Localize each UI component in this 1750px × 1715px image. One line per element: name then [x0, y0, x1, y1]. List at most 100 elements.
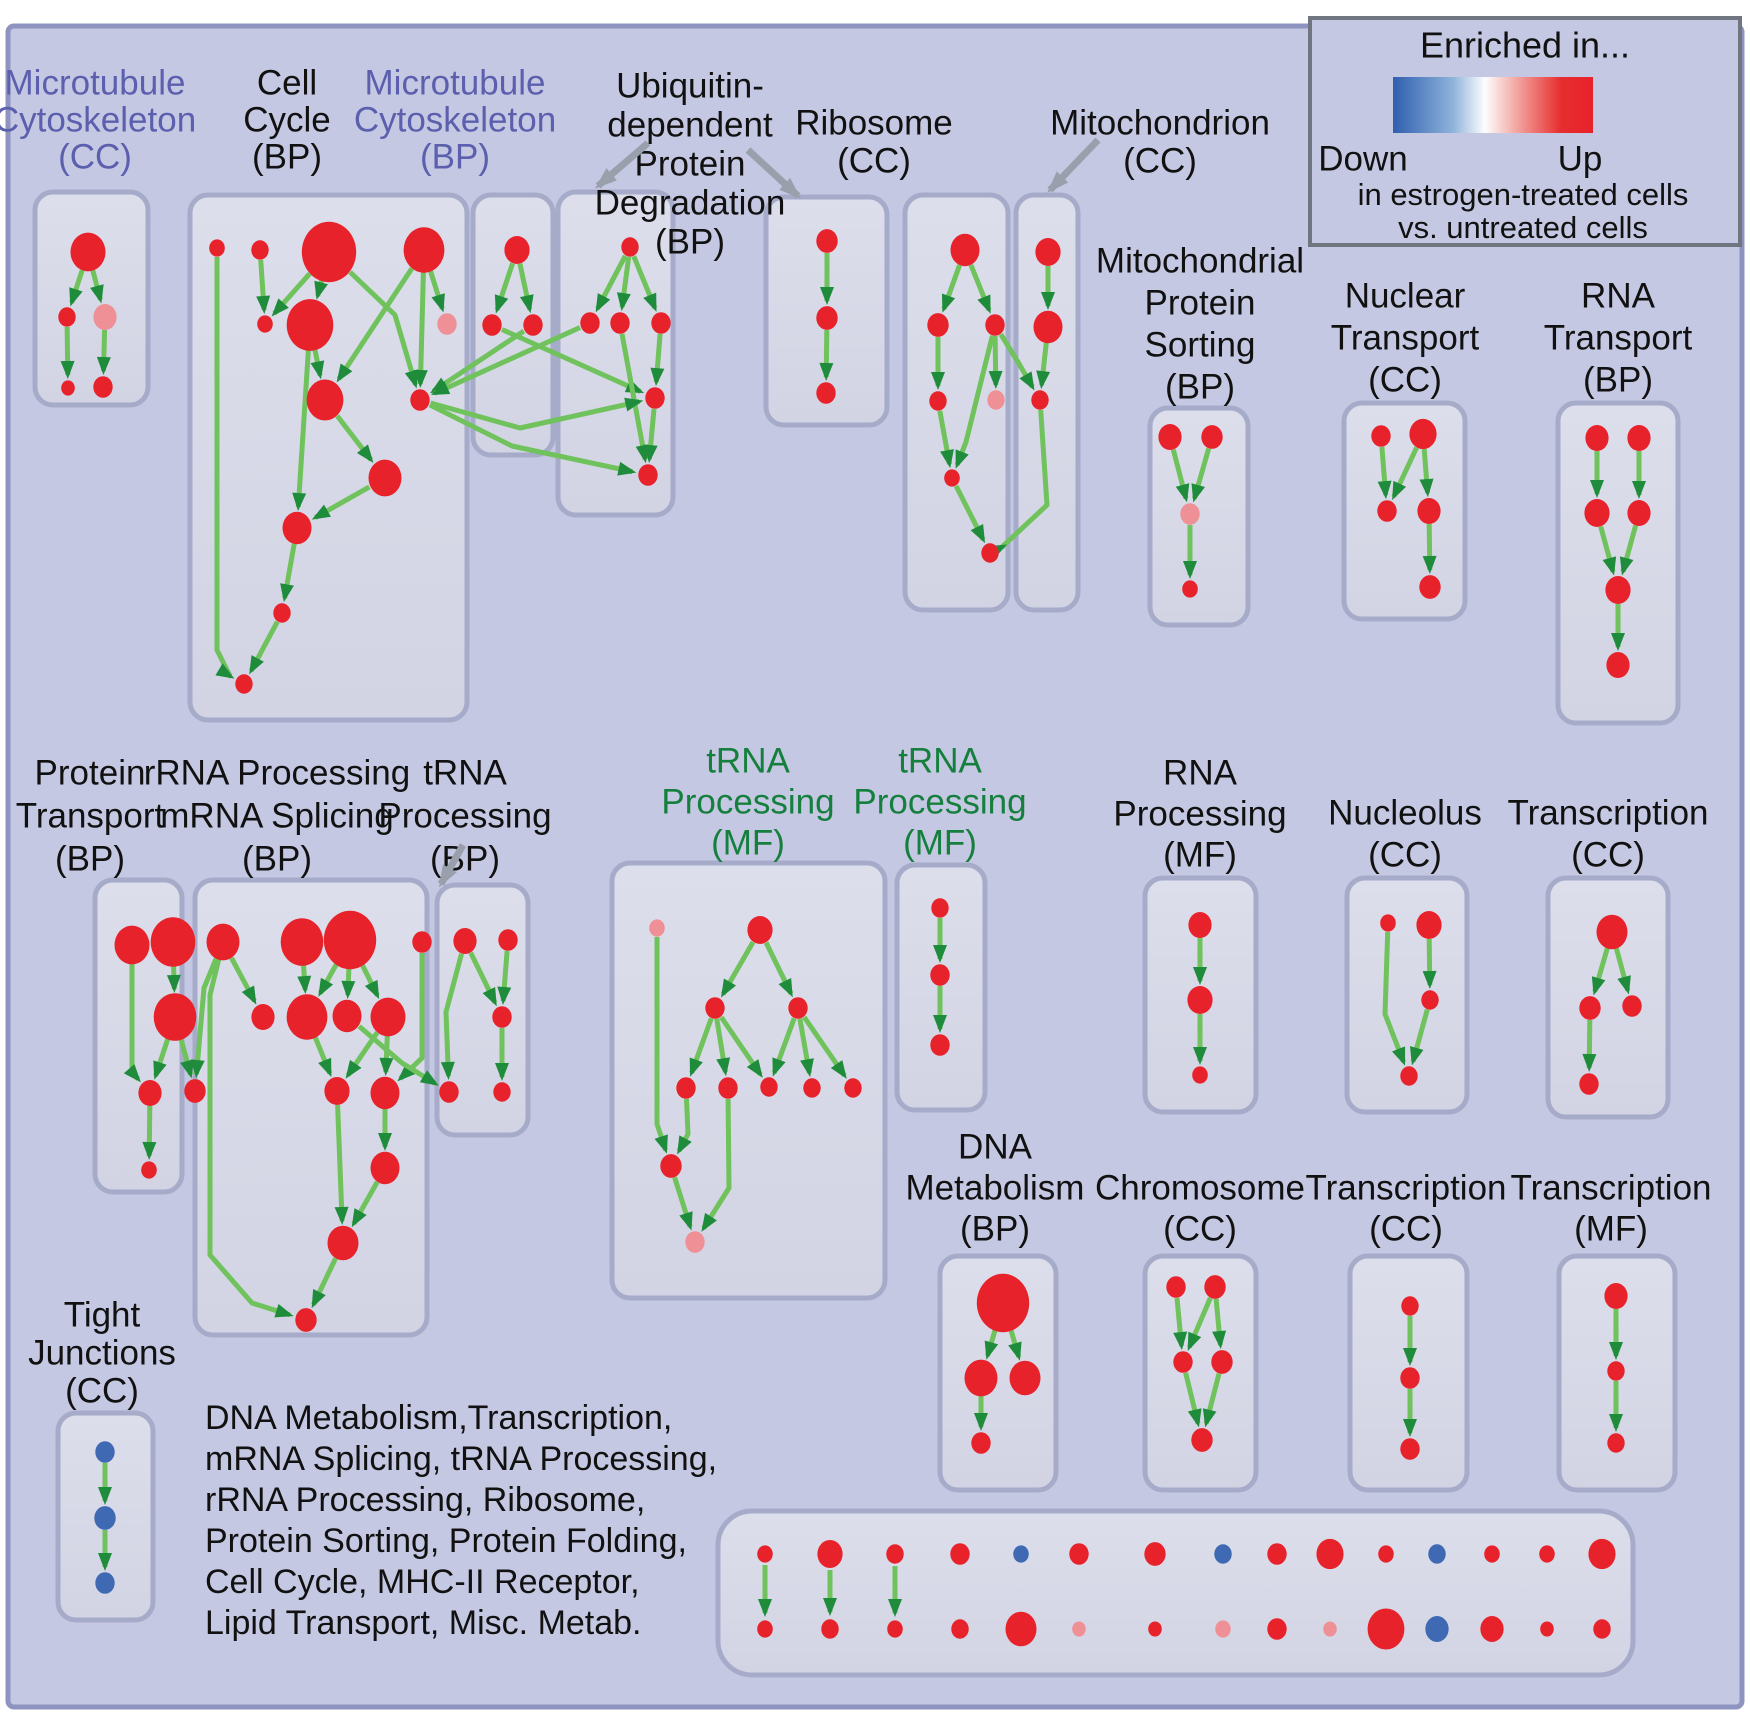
- label-ribosome-line1: (CC): [837, 141, 911, 180]
- strip-node-bottom-8: [1267, 1618, 1287, 1640]
- go-term-node-m5: [676, 1077, 696, 1099]
- go-term-node-mc5: [93, 376, 113, 398]
- label-cell-cycle-line2: (BP): [252, 137, 322, 176]
- label-chromosome-line0: Chromosome: [1095, 1168, 1305, 1207]
- edge-m2-m4: [763, 941, 794, 998]
- edge-cc4-cc7: [336, 267, 414, 383]
- edge-nl2-nl3: [1422, 938, 1437, 989]
- label-rrna-line1: mRNA Splicing: [160, 796, 393, 835]
- edge-m3-m7: [719, 1015, 763, 1078]
- label-rna-processing-line1: Processing: [1113, 794, 1286, 833]
- edge-cc4-cc9: [413, 271, 428, 388]
- go-term-node-ri: [324, 1077, 350, 1105]
- go-term-node-rk: [370, 1151, 400, 1185]
- edge-t2-t3: [497, 950, 512, 1005]
- go-term-node-p6: [141, 1161, 157, 1179]
- label-protein-transport-line0: Protein: [35, 753, 146, 792]
- go-term-node-y1: [1604, 1283, 1628, 1309]
- go-term-node-s2: [1201, 425, 1223, 449]
- strip-node-top-11: [1428, 1544, 1446, 1564]
- label-ubiquitin-line0: Ubiquitin-: [616, 66, 764, 105]
- edge-b1-b2: [494, 262, 515, 314]
- go-term-node-b1: [504, 236, 530, 264]
- strip-node-bottom-4: [1005, 1611, 1037, 1647]
- label-transcription-cc-3-line1: (CC): [1369, 1209, 1443, 1248]
- edge-n4-n5: [1422, 523, 1437, 574]
- label-mito-sorting-line1: Protein: [1145, 283, 1256, 322]
- label-transcription-mf-line0: Transcription: [1511, 1168, 1712, 1207]
- edge-cc6-cc7: [310, 349, 325, 380]
- go-term-node-m7: [760, 1077, 778, 1097]
- label-trna-bp-line2: (BP): [430, 839, 500, 878]
- edge-rrb-rf: [297, 964, 312, 995]
- go-term-node-tj1: [95, 1441, 115, 1463]
- label-rna-transport-line0: RNA: [1581, 276, 1656, 315]
- go-term-node-u4: [651, 312, 671, 334]
- label-rna-processing-line2: (MF): [1163, 835, 1237, 874]
- cluster-box-chromosome: [1142, 1253, 1259, 1493]
- go-term-node-rb4: [929, 391, 947, 411]
- edge-b1-b3: [517, 263, 534, 314]
- edge-s2-s3: [1191, 447, 1212, 503]
- label-nuclear-transport-line1: Transport: [1331, 318, 1480, 357]
- go-term-node-m9: [844, 1078, 862, 1098]
- label-trna-mf-small-line0: tRNA: [898, 741, 982, 780]
- go-term-node-mi2: [1033, 310, 1063, 344]
- go-term-node-n3: [1377, 500, 1397, 522]
- go-term-node-rt3: [1584, 499, 1610, 527]
- go-term-node-re: [251, 1004, 275, 1030]
- strip-node-top-4: [1013, 1545, 1029, 1563]
- go-term-node-s4: [1182, 580, 1198, 598]
- go-term-node-tj2: [94, 1506, 116, 1530]
- edge-tc2-tc4: [1582, 1019, 1597, 1072]
- misc-clusters-text-line4: Cell Cycle, MHC-II Receptor,: [205, 1563, 640, 1601]
- go-term-node-m4: [788, 997, 808, 1019]
- strip-node-top-0: [757, 1545, 773, 1563]
- go-term-node-g2: [930, 964, 950, 986]
- go-term-node-nl1: [1380, 914, 1396, 932]
- edge-n1-n3: [1377, 446, 1392, 500]
- cluster-box-transcription-cc-2: [1545, 875, 1671, 1120]
- label-rna-processing-line0: RNA: [1163, 753, 1238, 792]
- label-dna-metabolism-line1: Metabolism: [906, 1168, 1085, 1207]
- go-term-node-mc1: [70, 232, 106, 272]
- edge-t1-t3: [468, 951, 498, 1007]
- label-pointer-arrows: [437, 137, 1101, 888]
- edge-rf-ri: [312, 1036, 333, 1078]
- strip-node-bottom-7: [1215, 1620, 1231, 1638]
- strip-node-top-13: [1539, 1545, 1555, 1563]
- go-term-node-k1: [1166, 1276, 1186, 1298]
- strip-node-top-3: [950, 1543, 970, 1565]
- go-term-node-m1: [649, 919, 665, 937]
- misc-clusters-text-line3: Protein Sorting, Protein Folding,: [205, 1522, 687, 1560]
- go-term-node-t4: [439, 1081, 459, 1103]
- edge-cc1-ccb: [214, 257, 235, 679]
- edge-cc3-cc6: [314, 279, 328, 300]
- strip-node-bottom-3: [951, 1619, 969, 1639]
- label-ubiquitin-line1: dependent: [607, 105, 773, 144]
- edge-cc6-cc11: [292, 349, 311, 511]
- go-term-node-y3: [1607, 1433, 1625, 1453]
- strip-node-bottom-2: [887, 1620, 903, 1638]
- go-term-node-rb1: [950, 233, 980, 267]
- go-term-node-rt1: [1585, 425, 1609, 451]
- strip-node-top-7: [1214, 1544, 1232, 1564]
- edge-u1-u2: [595, 254, 628, 313]
- edge-rl-rm: [311, 1257, 338, 1309]
- edge-rb1-rb2: [941, 264, 962, 313]
- edge-ra-p5: [190, 957, 219, 1079]
- label-mt-bp-line1: Cytoskeleton: [354, 100, 556, 139]
- go-term-node-cc2: [251, 240, 269, 260]
- edge-p3-p5: [178, 1038, 194, 1079]
- label-tight-junctions-line0: Tight: [64, 1295, 141, 1334]
- go-term-node-k3: [1173, 1351, 1193, 1373]
- edge-m11-m12: [672, 1176, 693, 1231]
- go-term-node-k2: [1204, 1275, 1226, 1299]
- label-mt-bp-line2: (BP): [420, 137, 490, 176]
- edge-rb3-mi3: [998, 332, 1035, 391]
- pointer-arrow-1: [745, 147, 801, 199]
- edge-m1-m11: [654, 937, 668, 1154]
- edge-u4-u5: [650, 333, 665, 387]
- go-term-node-t1: [453, 928, 477, 954]
- edge-u1-u4: [631, 255, 658, 312]
